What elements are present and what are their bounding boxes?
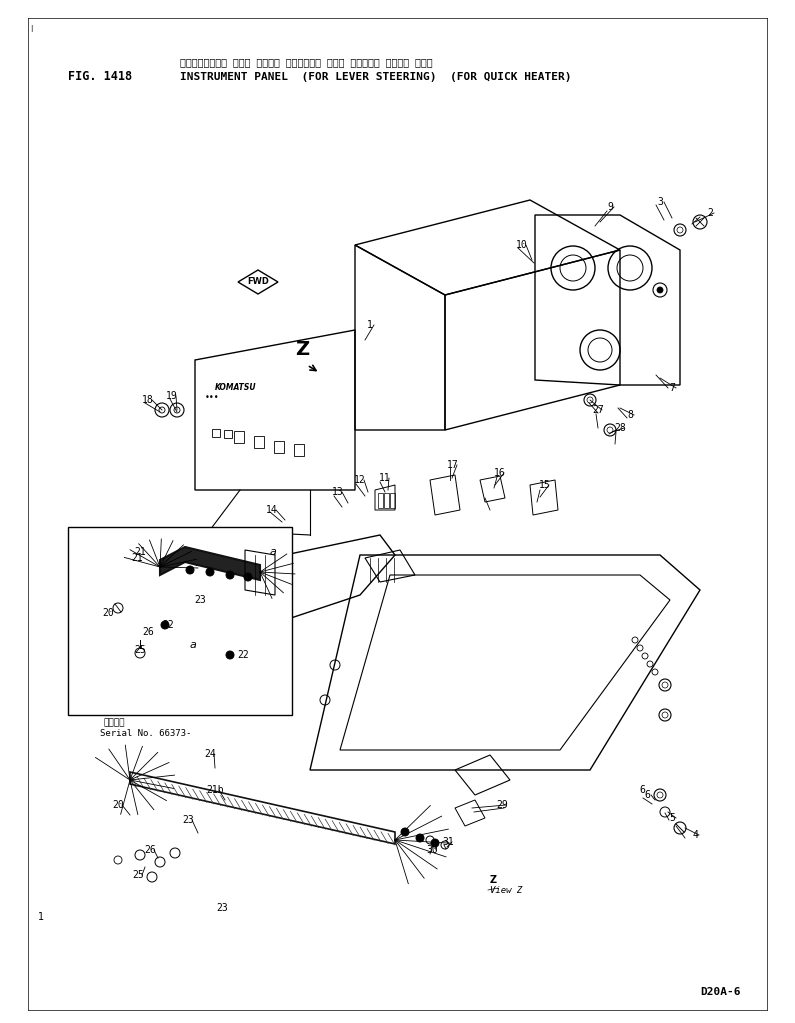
Text: インストルメント パネル （レバー ステアリング ヨウ） （クイック ヒーター ヨウ）: インストルメント パネル （レバー ステアリング ヨウ） （クイック ヒーター … — [180, 57, 432, 66]
Text: FIG. 1418: FIG. 1418 — [68, 71, 132, 84]
Text: 21b: 21b — [206, 785, 224, 795]
Text: FWD: FWD — [247, 277, 269, 286]
Text: 4: 4 — [692, 830, 698, 840]
Text: 1: 1 — [367, 320, 373, 330]
Bar — [378, 493, 383, 508]
Bar — [234, 431, 244, 443]
Text: 15: 15 — [539, 480, 551, 490]
Text: |: | — [30, 25, 33, 32]
Polygon shape — [160, 547, 260, 580]
Circle shape — [431, 839, 439, 847]
Text: 5: 5 — [669, 813, 675, 822]
Text: 12: 12 — [354, 475, 366, 485]
Text: View Z: View Z — [490, 886, 522, 895]
Text: Z: Z — [295, 340, 309, 359]
Text: 適用番号: 適用番号 — [103, 718, 125, 727]
Text: 29: 29 — [496, 800, 508, 810]
Bar — [224, 430, 232, 438]
Text: 27: 27 — [592, 405, 604, 415]
Text: 9: 9 — [607, 202, 613, 212]
Text: 28: 28 — [614, 422, 626, 433]
Text: a: a — [270, 547, 277, 557]
Bar — [212, 429, 220, 437]
Circle shape — [186, 566, 194, 574]
Text: 25: 25 — [134, 644, 145, 655]
Text: 1: 1 — [38, 911, 45, 922]
Circle shape — [677, 227, 683, 233]
Bar — [384, 493, 389, 508]
Circle shape — [416, 834, 424, 842]
Circle shape — [657, 287, 663, 293]
Text: 25: 25 — [132, 870, 144, 880]
Text: 24: 24 — [204, 749, 216, 759]
Text: 3: 3 — [657, 197, 663, 207]
Text: 7: 7 — [669, 383, 675, 393]
Text: 8: 8 — [627, 410, 633, 420]
Bar — [390, 493, 395, 508]
Text: 22: 22 — [162, 620, 174, 630]
Text: INSTRUMENT PANEL  (FOR LEVER STEERING)  (FOR QUICK HEATER): INSTRUMENT PANEL (FOR LEVER STEERING) (F… — [180, 72, 572, 82]
Text: 23: 23 — [194, 595, 206, 605]
Text: 23: 23 — [182, 815, 194, 825]
Text: 31: 31 — [442, 837, 454, 847]
Circle shape — [226, 571, 234, 579]
Text: 18: 18 — [142, 395, 154, 405]
Text: 6: 6 — [644, 790, 650, 800]
Circle shape — [161, 621, 169, 629]
Text: Serial No. 66373-: Serial No. 66373- — [100, 729, 192, 739]
Bar — [68, 527, 292, 715]
Text: 6: 6 — [639, 785, 645, 795]
Text: 21: 21 — [134, 547, 145, 557]
Text: 13: 13 — [332, 487, 344, 497]
Text: 10: 10 — [516, 240, 528, 250]
Text: a: a — [190, 640, 197, 650]
Bar — [274, 441, 284, 453]
Text: KOMATSU: KOMATSU — [215, 383, 257, 392]
Text: 26: 26 — [144, 845, 156, 855]
Text: 19: 19 — [166, 391, 178, 401]
Text: D20A-6: D20A-6 — [700, 987, 740, 997]
Text: 20: 20 — [112, 800, 124, 810]
Text: •••: ••• — [205, 393, 219, 402]
Circle shape — [401, 828, 409, 836]
Bar — [294, 444, 304, 456]
Text: 23: 23 — [216, 903, 228, 913]
Text: 16: 16 — [494, 468, 506, 478]
Text: 22: 22 — [237, 650, 249, 660]
Text: 2: 2 — [707, 208, 713, 218]
Text: 26: 26 — [142, 627, 154, 637]
Text: 17: 17 — [447, 460, 459, 470]
Text: 20: 20 — [102, 608, 114, 618]
Circle shape — [206, 568, 214, 576]
Text: 14: 14 — [266, 505, 278, 515]
Text: Z: Z — [490, 875, 497, 885]
Circle shape — [226, 651, 234, 659]
Bar — [254, 436, 264, 448]
Text: 24: 24 — [194, 558, 206, 568]
Text: 30: 30 — [426, 845, 438, 855]
Text: 21: 21 — [131, 553, 143, 563]
Circle shape — [244, 573, 252, 581]
Text: 11: 11 — [379, 473, 391, 483]
